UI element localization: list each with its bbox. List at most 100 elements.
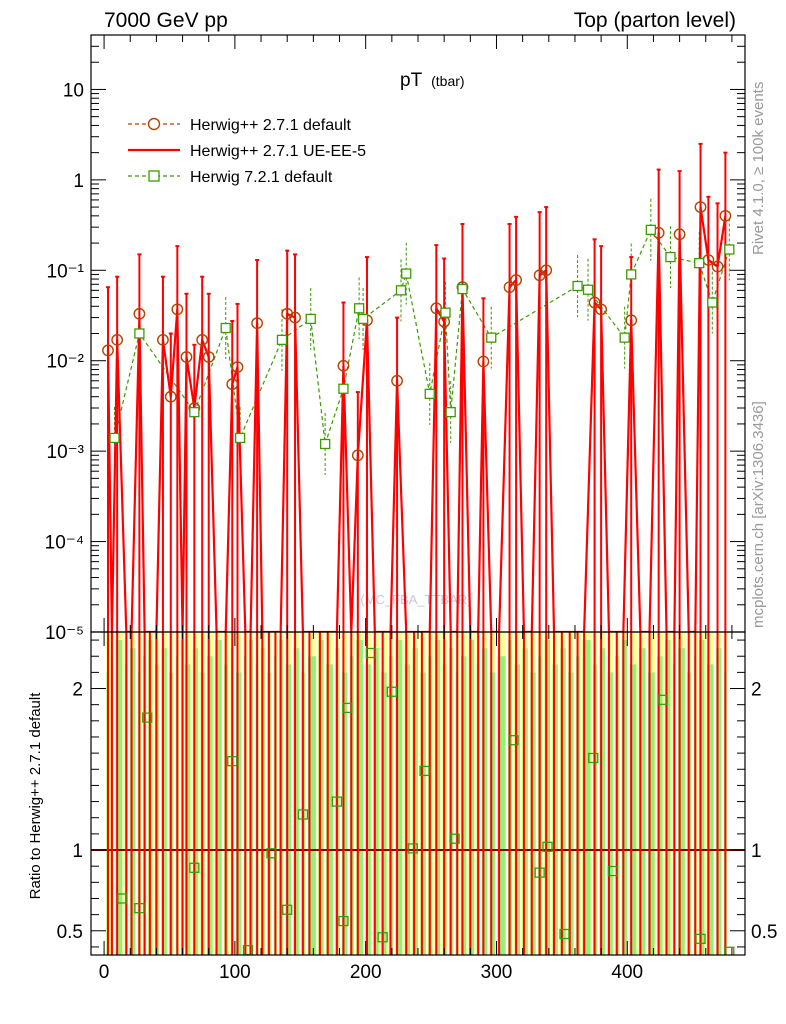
ratio-band-green	[582, 640, 591, 955]
ratio-band-green	[130, 648, 136, 955]
ratio-band-green	[607, 672, 613, 955]
ratio-band-green	[629, 664, 637, 955]
series-default-marker	[351, 449, 364, 462]
ratio-band-green	[544, 640, 551, 955]
ratio-h7-marker	[338, 915, 349, 927]
series-h7-marker	[189, 406, 200, 418]
series-default-marker	[196, 333, 209, 346]
ratio-h7-marker	[559, 928, 570, 940]
series-h7-marker	[353, 303, 365, 314]
series-default-marker	[226, 378, 239, 391]
main-y-tick-label: 10⁻¹	[47, 261, 85, 282]
ratio-band-green	[381, 672, 387, 955]
ratio-h7-marker	[331, 796, 343, 807]
series-h7-marker	[440, 307, 451, 318]
series-default-marker	[180, 351, 193, 363]
ratio-band-green	[599, 648, 605, 955]
ratio-band-green	[638, 648, 646, 955]
ratio-band-green	[185, 664, 191, 955]
main-y-tick-label: 10	[63, 80, 84, 101]
ratio-y-tick-label: 1	[72, 841, 83, 862]
main-panel	[102, 142, 735, 632]
series-h7-marker	[445, 406, 456, 418]
ratio-band-green	[560, 648, 566, 955]
main-y-tick-label: 10⁻²	[47, 352, 85, 373]
series-h7-marker	[109, 432, 120, 444]
axes-layer: 0 100 200 300 400 10 1 10⁻¹ 10⁻² 10⁻³ 10⁻⁴ 10⁻⁵ 0.5 0…	[45, 34, 777, 983]
x-tick-label: 100	[219, 962, 251, 983]
ratio-h7-marker	[657, 694, 668, 705]
series-h7-marker	[572, 280, 583, 292]
ratio-band-green	[657, 656, 663, 955]
series-default-marker	[391, 374, 403, 387]
ratio-h7-marker	[386, 686, 397, 697]
series-h7-marker	[338, 383, 349, 394]
ratio-y-tick-label-right: 2	[751, 680, 762, 701]
series-default-marker	[673, 228, 686, 241]
ratio-h7-marker	[342, 702, 353, 714]
analysis-watermark: (MC_FBA_TTBAR)	[360, 592, 471, 607]
ratio-y-tick-label-right: 0.5	[751, 922, 777, 943]
ratio-h7-marker	[607, 865, 619, 877]
ratio-band-green	[665, 640, 671, 955]
ratio-h7-marker	[189, 862, 200, 873]
ratio-h7-marker	[588, 752, 599, 764]
ratio-band-green	[215, 640, 222, 955]
ratio-band-green	[648, 672, 655, 955]
series-default-marker	[111, 333, 124, 346]
mcplots-label: mcplots.cern.ch [arXiv:1306.3436]	[750, 401, 767, 628]
series-default-marker	[157, 333, 169, 346]
ratio-h7-marker	[449, 833, 460, 844]
series-h7-marker	[424, 388, 435, 400]
ratio-h7-marker	[297, 809, 309, 820]
series-h7-marker	[486, 332, 497, 343]
series-default-marker	[503, 281, 516, 294]
series-h7-marker	[395, 285, 407, 296]
ratio-h7-marker	[508, 735, 519, 746]
series-default-marker	[711, 260, 724, 273]
main-y-tick-label: 1	[73, 171, 84, 192]
series-h7-marker	[724, 244, 735, 255]
x-tick-label: 400	[611, 962, 643, 983]
ratio-band-green	[404, 664, 411, 955]
series-default-marker	[164, 390, 177, 403]
ratio-band-green	[341, 672, 348, 955]
series-h7-marker	[694, 257, 705, 269]
ratio-band-green	[621, 640, 628, 955]
ratio-h7-marker	[534, 867, 545, 878]
ratio-band-green	[318, 640, 324, 955]
series-default-marker	[540, 264, 553, 277]
ratio-band-green	[461, 656, 467, 955]
ratio-h7-marker	[542, 841, 553, 852]
series-h7-marker	[305, 313, 316, 325]
ratio-h7-marker	[117, 893, 128, 904]
series-h7-marker	[276, 334, 288, 346]
series-default-marker	[102, 344, 114, 357]
header-energy: 7000 GeV pp	[104, 9, 228, 32]
ratio-ylabel: Ratio to Herwig++ 2.7.1 default	[27, 692, 44, 900]
series-h7-marker	[134, 328, 145, 339]
ratio-y-tick-label: 0.5	[57, 922, 83, 943]
ratio-y-tick-label-right: 1	[751, 841, 762, 862]
series-default-marker	[719, 209, 732, 222]
ratio-band-green	[530, 672, 536, 955]
ratio-band-green	[285, 664, 292, 955]
series-h7-marker	[626, 269, 637, 280]
ratio-h7-marker	[407, 843, 418, 854]
series-h7-marker	[220, 322, 231, 334]
legend-label: Herwig++ 2.7.1 default	[190, 117, 352, 134]
ratio-band-green	[716, 648, 722, 955]
ratio-band-green	[207, 656, 213, 955]
ratio-h7-marker	[365, 647, 377, 659]
ratio-band-green	[489, 672, 496, 955]
ratio-h7-marker	[227, 756, 238, 767]
series-default-marker	[133, 307, 146, 320]
legend: Herwig++ 2.7.1 default Herwig++ 2.7.1 UE-…	[128, 117, 366, 186]
series-h7-marker	[582, 284, 594, 295]
series-default-marker	[171, 303, 184, 316]
x-tick-label: 300	[481, 962, 513, 983]
series-h7-marker	[707, 297, 718, 308]
series-default-marker	[477, 355, 490, 368]
legend-marker	[147, 117, 161, 131]
